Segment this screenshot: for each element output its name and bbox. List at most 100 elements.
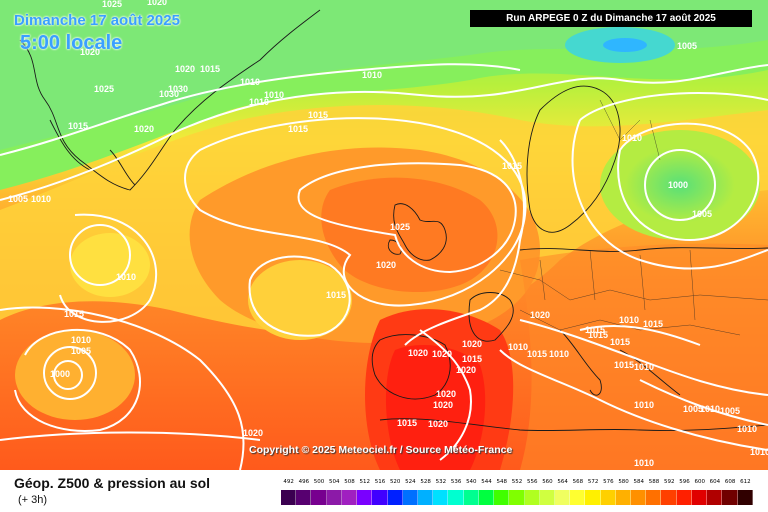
- isobar-label: 1015: [462, 354, 482, 364]
- scale-swatch: [631, 490, 647, 505]
- scale-swatch: [402, 490, 418, 505]
- isobar-label: 1010: [240, 77, 260, 87]
- isobar-label: 1010: [264, 90, 284, 100]
- scale-swatch: [737, 490, 753, 505]
- color-scale-swatches: [281, 490, 753, 505]
- scale-swatch: [524, 490, 540, 505]
- isobar-label: 1010: [31, 194, 51, 204]
- border-line-3: [539, 249, 696, 321]
- scale-swatch: [494, 490, 510, 505]
- scale-swatch: [372, 490, 388, 505]
- scale-label: 512: [359, 479, 370, 485]
- isobar-label: 1015: [288, 124, 308, 134]
- isobar-label: 1010: [634, 458, 654, 468]
- italy-balkans-coast: [559, 329, 681, 396]
- color-scale-labels: 492 496 500 504 508 512 516 520 524 528 532 536 540 5…: [281, 479, 753, 489]
- isobar-1015-balkans: [579, 325, 701, 346]
- isobar-label: 1015: [585, 325, 605, 335]
- isobar-label: 1005: [8, 194, 28, 204]
- forecast-date: Dimanche 17 août 2025: [14, 12, 180, 29]
- isobar-1010-north: [0, 63, 521, 156]
- isobar-label: 1020: [80, 47, 100, 57]
- scale-swatch: [281, 490, 297, 505]
- weather-map: 1025 1020 1020 1015 1025 1030 1030 1020 …: [0, 0, 768, 470]
- isobar-label: 1010: [700, 404, 720, 414]
- isobar-label: 1010: [622, 133, 642, 143]
- scale-swatch: [646, 490, 662, 505]
- isobar-label: 1015: [64, 309, 84, 319]
- france-coast: [468, 292, 514, 342]
- geopotential-blue-patch: [603, 38, 647, 52]
- isobar-1015-south: [0, 306, 245, 470]
- scale-swatch: [554, 490, 571, 505]
- isobar-1010-south-east: [499, 349, 768, 451]
- isobar-1005-scandi: [617, 122, 760, 242]
- isobar-label: 1020: [433, 400, 453, 410]
- isobar-1010-med: [519, 319, 768, 396]
- isobar-label: 1015: [588, 330, 608, 340]
- scale-label: 548: [496, 479, 508, 485]
- isobar-label: 1030: [168, 84, 188, 94]
- isobar-label: 1010: [249, 97, 269, 107]
- isobar-label: 1015: [527, 349, 547, 359]
- isobar-1005-low: [43, 346, 97, 400]
- border-line-1: [499, 269, 768, 301]
- isobar-label: 1005: [692, 209, 712, 219]
- isobar-label: 1020: [134, 124, 154, 134]
- isobar-1025-high: [297, 162, 517, 274]
- greenland-coast: [19, 9, 321, 191]
- isobar-label: 1020: [243, 428, 263, 438]
- scale-label: 564: [557, 479, 568, 485]
- scale-swatch: [676, 490, 692, 505]
- scale-label: 596: [679, 479, 690, 485]
- isobar-label: 1015: [502, 161, 522, 171]
- isobar-label: 1005: [677, 41, 697, 51]
- isobar-label: 1025: [94, 84, 114, 94]
- scale-label: 572: [587, 479, 599, 485]
- scale-swatch: [433, 490, 449, 505]
- scale-swatch: [463, 490, 479, 505]
- isobar-1005-east: [639, 379, 768, 426]
- scale-label: 600: [694, 479, 705, 485]
- isobar-label: 1020: [462, 339, 482, 349]
- isobar-1000-scandi: [644, 149, 716, 221]
- isobar-label: 1020: [530, 310, 550, 320]
- scale-label: 612: [740, 479, 751, 485]
- scale-swatch: [326, 490, 342, 505]
- scale-swatch: [417, 490, 434, 505]
- scale-swatch: [570, 490, 586, 505]
- scale-swatch: [448, 490, 464, 505]
- map-title: Géop. Z500 & pression au sol: [14, 475, 211, 491]
- isobar-label: 1010: [737, 424, 757, 434]
- scale-label: 584: [633, 479, 645, 485]
- coastlines: [19, 9, 768, 432]
- iberia-coast: [371, 334, 451, 400]
- model-run-label: Run ARPEGE 0 Z du Dimanche 17 août 2025: [470, 10, 752, 27]
- map-canvas: 1025 1020 1020 1015 1025 1030 1030 1020 …: [0, 0, 768, 470]
- scale-label: 592: [664, 479, 675, 485]
- uk-coast: [393, 203, 447, 261]
- isobar-label: 1020: [408, 348, 428, 358]
- north-africa-coast: [379, 418, 768, 432]
- borders: [499, 99, 768, 336]
- isobar-label: 1020: [436, 389, 456, 399]
- scale-label: 528: [420, 479, 431, 485]
- isobar-1015-iberia: [419, 329, 472, 461]
- isobar-label: 1010: [634, 362, 654, 372]
- scale-label: 552: [511, 479, 523, 485]
- scandinavia-coast: [526, 85, 621, 233]
- scale-label: 516: [374, 479, 386, 485]
- isobar-label: 1010: [750, 447, 768, 457]
- isobar-1015-cell: [248, 255, 351, 337]
- copyright-notice: Copyright © 2025 Meteociel.fr / Source M…: [249, 444, 513, 456]
- isobar-label: 1015: [326, 290, 346, 300]
- baltic-coast: [519, 247, 768, 252]
- scale-swatch: [478, 490, 495, 505]
- scale-label: 500: [313, 479, 325, 485]
- geopotential-yellow-cell: [248, 260, 352, 340]
- isobar-label: 1010: [116, 272, 136, 282]
- isobar-label: 1015: [614, 360, 634, 370]
- scale-label: 504: [329, 479, 340, 485]
- border-line-4: [599, 99, 661, 161]
- isobar-1010-low-west: [69, 224, 131, 286]
